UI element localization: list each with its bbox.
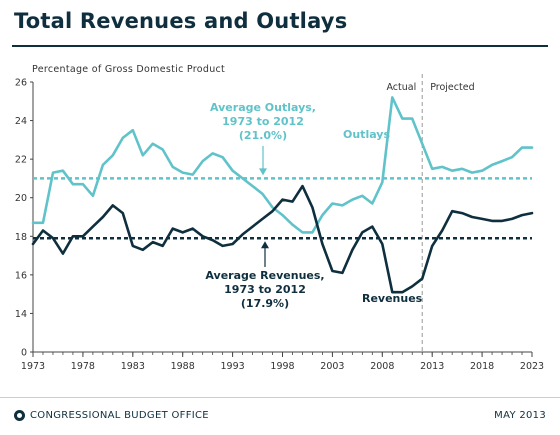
axes-group: 0 14 16 18 20 22 24 26 1973 1978 1983 1988 1993 1998 2… [15, 78, 544, 373]
avg-revenues-text-line: Average Revenues, [205, 269, 324, 282]
x-tick-label: 1973 [21, 361, 45, 372]
avg-outlays-arrow-head [259, 168, 267, 176]
y-tick-label: 0 [21, 348, 27, 359]
y-tick-label: 16 [15, 270, 27, 281]
y-tick-label: 26 [15, 78, 27, 89]
y-tick-label: 24 [15, 116, 27, 127]
agency-name: CONGRESSIONAL BUDGET OFFICE [30, 410, 209, 421]
x-tick-label: 1978 [71, 361, 95, 372]
actual-projected-divider: Actual Projected [386, 74, 475, 352]
x-tick-label: 1988 [171, 361, 195, 372]
revenues-outlays-chart: 0 14 16 18 20 22 24 26 1973 1978 1983 1988 1993 1998 2… [15, 74, 544, 373]
cbo-logo-icon [14, 410, 25, 421]
x-tick-label: 2013 [420, 361, 444, 372]
outlays-label: Outlays [343, 128, 390, 141]
avg-outlays-text-line: (21.0%) [239, 129, 287, 142]
chart-title: Total Revenues and Outlays [14, 9, 348, 33]
avg-revenues-text-line: (17.9%) [241, 297, 289, 310]
series-line-outlays [31, 96, 534, 234]
revenues-label: Revenues [362, 292, 423, 305]
x-tick-label: 2003 [320, 361, 344, 372]
avg-revenues-arrow-head [261, 241, 269, 249]
footer: CONGRESSIONAL BUDGET OFFICE MAY 2013 [0, 397, 560, 435]
agency-credit: CONGRESSIONAL BUDGET OFFICE [14, 410, 209, 421]
divider-left-label: Actual [386, 82, 416, 93]
x-tick-label: 1993 [221, 361, 245, 372]
publication-date: MAY 2013 [494, 410, 546, 421]
series-lines [31, 96, 534, 294]
series-line-revenues [31, 184, 534, 294]
avg-outlays-text-line: 1973 to 2012 [222, 115, 304, 128]
title-rule [12, 45, 548, 47]
y-tick-label: 20 [15, 193, 27, 204]
x-tick-label: 2018 [470, 361, 494, 372]
reference-lines [33, 177, 532, 240]
y-tick-label: 18 [15, 232, 27, 243]
avg-outlays-text-line: Average Outlays, [210, 101, 316, 114]
x-tick-label: 1998 [270, 361, 294, 372]
avg-revenues-text-line: 1973 to 2012 [224, 283, 306, 296]
x-tick-label: 2023 [520, 361, 544, 372]
x-tick-label: 1983 [121, 361, 145, 372]
y-tick-label: 22 [15, 155, 27, 166]
divider-right-label: Projected [430, 82, 474, 93]
y-tick-label: 14 [15, 309, 27, 320]
y-axis-label: Percentage of Gross Domestic Product [32, 64, 226, 75]
x-tick-label: 2008 [370, 361, 394, 372]
